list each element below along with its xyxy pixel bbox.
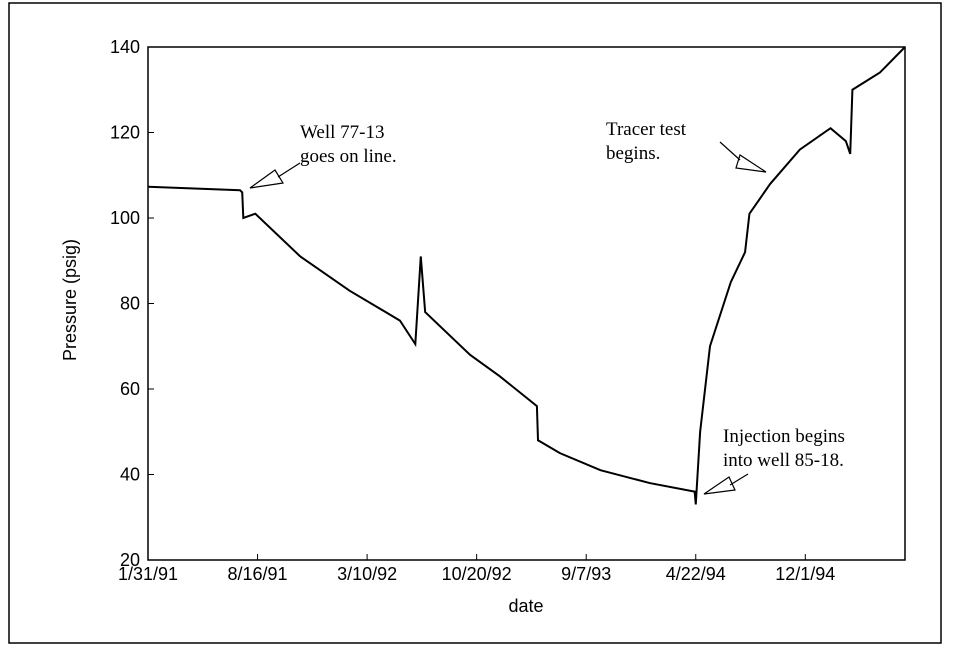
annotation: into well 85-18. — [723, 450, 844, 471]
y-tick-label: 100 — [110, 208, 140, 228]
arrow — [703, 476, 736, 495]
arrow-line — [729, 473, 749, 486]
annotation: Tracer test — [606, 119, 687, 140]
y-tick-label: 60 — [120, 379, 140, 399]
annotation: begins. — [606, 143, 660, 164]
line — [147, 46, 906, 505]
x-tick-label: 1/31/91 — [118, 564, 178, 584]
y-tick-label: 140 — [110, 37, 140, 57]
y-tick-label: 20 — [120, 550, 140, 570]
arrow-line — [719, 141, 741, 161]
x-tick-label: 10/20/92 — [442, 564, 512, 584]
x-tick-label: 12/1/94 — [775, 564, 835, 584]
arrows — [249, 141, 767, 495]
x-tick-label: 3/10/92 — [337, 564, 397, 584]
y-tick-label: 40 — [120, 465, 140, 485]
x-axis-label: date — [508, 596, 543, 616]
y-tick-label: 120 — [110, 123, 140, 143]
frame — [8, 2, 942, 644]
arrow — [249, 169, 284, 189]
annotation: goes on line. — [300, 146, 397, 167]
x-tick-label: 8/16/91 — [228, 564, 288, 584]
y-tick-label: 80 — [120, 294, 140, 314]
y-axis-label: Pressure (psig) — [60, 239, 80, 361]
plot-area — [147, 46, 906, 561]
x-tick-label: 4/22/94 — [666, 564, 726, 584]
arrow — [735, 154, 767, 173]
annotation: Injection begins — [723, 426, 845, 447]
x-tick-label: 9/7/93 — [561, 564, 611, 584]
annotation: Well 77-13 — [300, 122, 384, 143]
arrow-line — [277, 162, 301, 178]
